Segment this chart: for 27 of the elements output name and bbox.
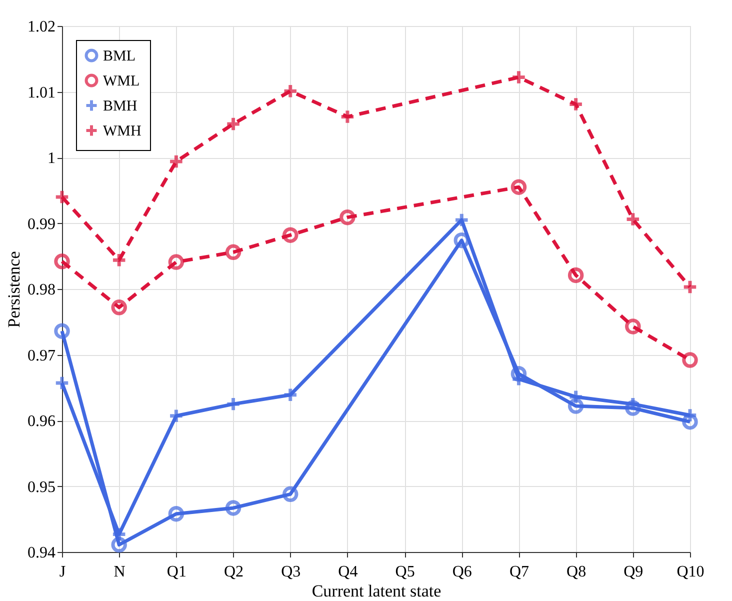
- legend-label: BML: [103, 48, 136, 64]
- y-tick-label: 0.95: [28, 478, 56, 496]
- x-tick-label: Q6: [452, 564, 472, 580]
- x-tick-label: Q3: [281, 564, 301, 580]
- x-tick-label: Q9: [624, 564, 644, 580]
- y-tick-label: 0.94: [28, 544, 56, 562]
- x-tick-label: N: [114, 564, 126, 580]
- x-tick-label: Q7: [509, 564, 530, 580]
- x-tick-label: Q5: [395, 564, 415, 580]
- y-tick-label: 0.99: [28, 216, 56, 233]
- y-tick-label: 0.98: [28, 282, 56, 298]
- x-tick-label: J: [59, 564, 66, 580]
- x-tick-label: Q4: [338, 564, 358, 580]
- x-tick-label: Q2: [224, 564, 244, 580]
- x-tick-label: Q1: [166, 564, 186, 580]
- y-tick-label: 1: [48, 150, 56, 167]
- y-tick-label: 0.97: [28, 347, 56, 364]
- y-tick-label: 1.02: [28, 18, 56, 36]
- x-axis-title: Current latent state: [312, 582, 442, 600]
- y-tick-label: 1.01: [28, 84, 56, 102]
- x-tick-label: Q10: [676, 564, 704, 580]
- y-axis-title: Persistence: [4, 251, 24, 328]
- legend-label: WML: [103, 74, 140, 90]
- legend-label: WMH: [103, 124, 142, 140]
- legend-label: BMH: [103, 98, 138, 114]
- x-tick-label: Q8: [566, 564, 586, 580]
- y-tick-label: 0.96: [28, 413, 56, 430]
